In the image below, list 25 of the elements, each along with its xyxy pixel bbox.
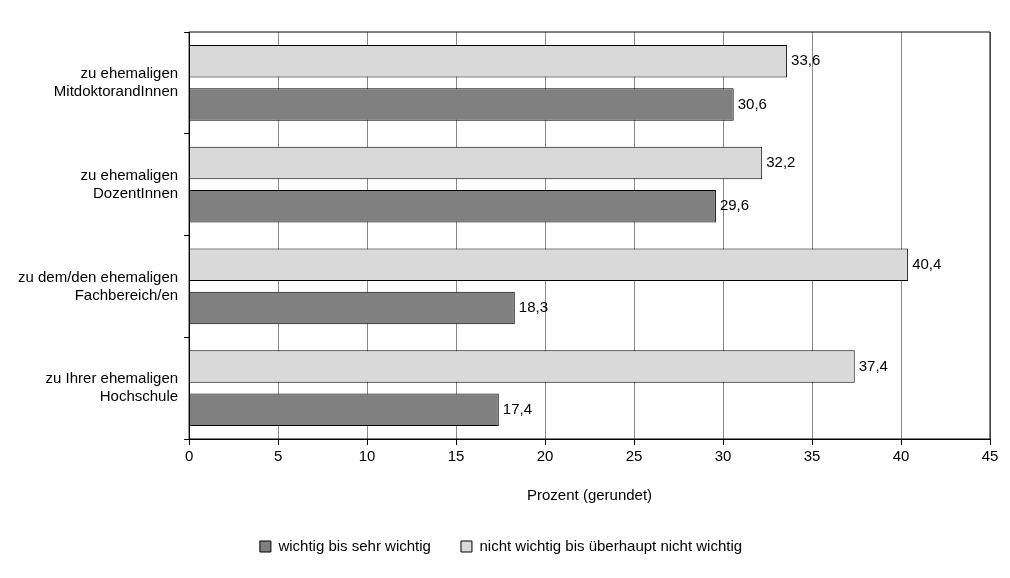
y-tick-label: zu dem/den ehemaligen Fachbereich/en	[18, 267, 179, 303]
x-tick-label: 30	[714, 447, 732, 465]
data-label: 40,4	[912, 254, 942, 272]
x-tick-label: 40	[892, 447, 910, 465]
x-tick-label: 45	[981, 447, 999, 465]
x-tick-label: 15	[447, 447, 465, 465]
y-tick-label: zu ehemaligen MitdoktorandInnen	[53, 64, 179, 100]
legend-label: wichtig bis sehr wichtig	[277, 536, 431, 554]
data-label: 29,6	[719, 196, 750, 214]
y-tick-label: zu ehemaligen DozentInnen	[80, 165, 179, 201]
data-label: 32,2	[766, 153, 796, 171]
data-label: 18,3	[518, 298, 549, 316]
data-label: 30,6	[737, 94, 767, 112]
x-tick-label: 25	[625, 447, 643, 465]
x-tick-label: 5	[273, 447, 283, 465]
x-tick-label: 20	[536, 447, 554, 465]
data-label: 17,4	[502, 399, 532, 417]
x-tick-label: 10	[358, 447, 376, 465]
x-tick-label: 0	[184, 447, 194, 465]
legend-label: nicht wichtig bis überhaupt nicht wichtig	[479, 536, 743, 554]
x-axis-title: Prozent (gerundet)	[527, 486, 653, 504]
x-tick-label: 35	[803, 447, 821, 465]
data-label: 37,4	[858, 356, 888, 374]
y-tick-label: zu Ihrer ehemaligen Hochschule	[45, 369, 179, 405]
data-label: 33,6	[791, 51, 821, 69]
